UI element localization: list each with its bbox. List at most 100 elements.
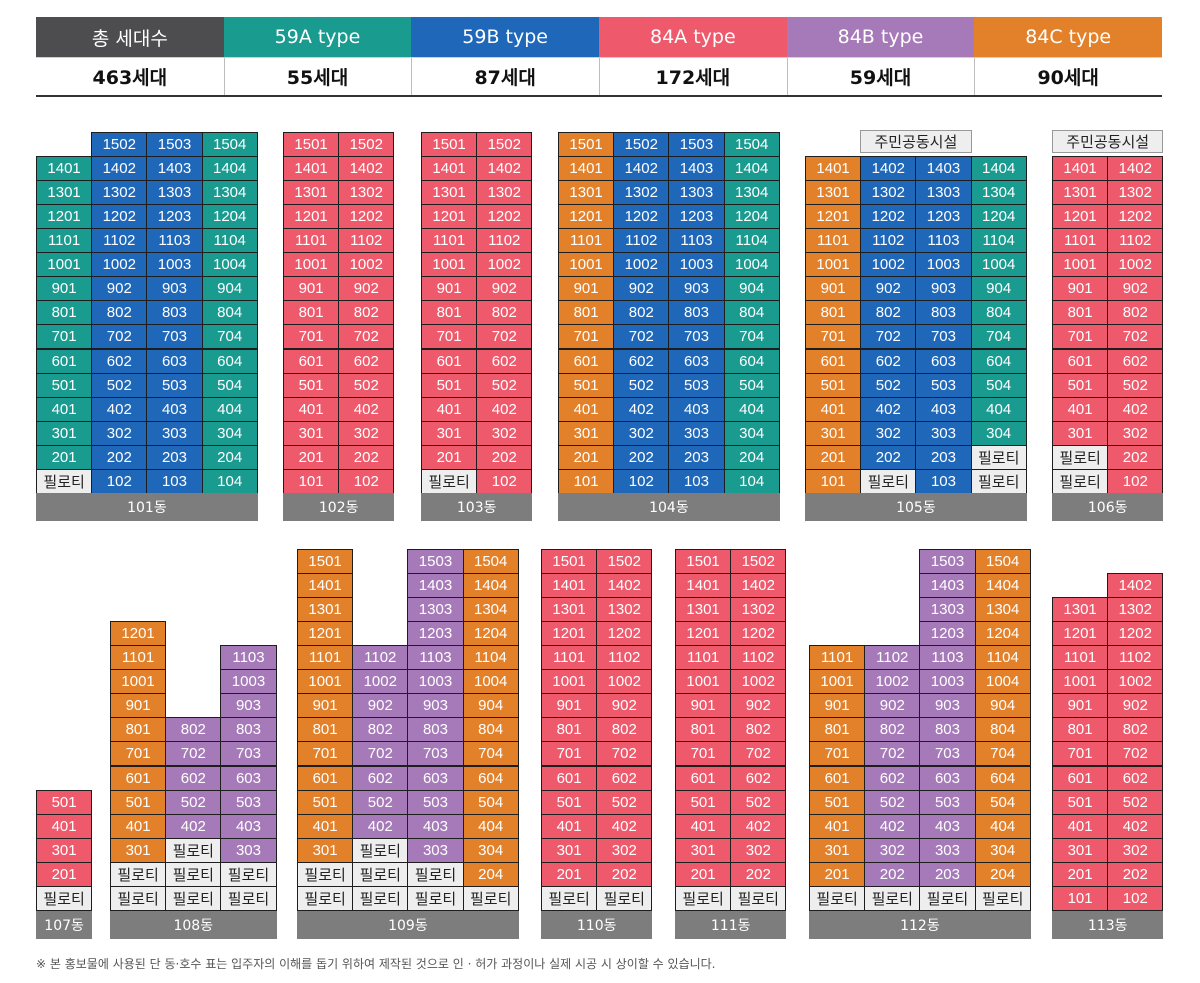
unit-cell: 402	[864, 813, 921, 839]
pilotis-cell: 필로티	[970, 469, 1027, 495]
unit-cell: 401	[36, 813, 93, 839]
unit-cell: 802	[165, 717, 222, 743]
unit-cell: 1002	[91, 252, 148, 278]
unit-cell: 502	[352, 789, 409, 815]
unit-cell: 602	[596, 765, 653, 791]
unit-cell: 402	[613, 396, 670, 422]
building-label: 103동	[421, 493, 533, 521]
unit-cell: 1203	[146, 203, 203, 229]
unit-cell: 303	[668, 420, 725, 446]
unit-cell: 701	[297, 741, 354, 767]
unit-cell: 301	[283, 420, 340, 446]
unit-cell: 1501	[558, 131, 615, 157]
unit-cell: 1201	[805, 203, 862, 229]
unit-cell: 704	[462, 741, 519, 767]
unit-cell: 802	[352, 717, 409, 743]
unit-cell: 801	[283, 300, 340, 326]
unit-cell: 103	[146, 469, 203, 495]
unit-cell: 903	[915, 276, 972, 302]
unit-cell: 202	[864, 861, 921, 887]
unit-cell: 102	[91, 469, 148, 495]
unit-cell: 1403	[407, 572, 464, 598]
unit-cell: 1101	[421, 228, 478, 254]
unit-cell: 901	[110, 693, 167, 719]
unit-cell: 801	[805, 300, 862, 326]
unit-cell: 702	[864, 741, 921, 767]
unit-cell: 1004	[462, 669, 519, 695]
unit-cell: 1201	[558, 203, 615, 229]
pilotis-cell: 필로티	[1052, 444, 1109, 470]
unit-cell: 703	[919, 741, 976, 767]
unit-cell: 704	[974, 741, 1031, 767]
pilotis-cell: 필로티	[352, 861, 409, 887]
unit-cell: 502	[476, 372, 533, 398]
unit-cell: 1204	[974, 620, 1031, 646]
unit-cell: 1202	[476, 203, 533, 229]
unit-cell: 201	[283, 444, 340, 470]
unit-cell: 1102	[476, 228, 533, 254]
unit-cell: 1402	[476, 155, 533, 181]
unit-cell: 1402	[730, 572, 787, 598]
unit-cell: 1102	[596, 645, 653, 671]
unit-cell: 802	[1107, 717, 1164, 743]
unit-cell: 1204	[201, 203, 258, 229]
building-label: 101동	[36, 493, 258, 521]
unit-cell: 604	[462, 765, 519, 791]
unit-cell: 1503	[668, 131, 725, 157]
unit-cell: 601	[421, 348, 478, 374]
unit-cell: 704	[970, 324, 1027, 350]
unit-cell: 801	[809, 717, 866, 743]
unit-cell: 202	[860, 444, 917, 470]
unit-cell: 1301	[36, 179, 93, 205]
unit-cell: 803	[668, 300, 725, 326]
unit-cell: 802	[91, 300, 148, 326]
unit-cell: 1101	[297, 645, 354, 671]
unit-cell: 1102	[338, 228, 395, 254]
unit-cell: 1103	[668, 228, 725, 254]
unit-cell: 1503	[407, 548, 464, 574]
unit-cell: 603	[668, 348, 725, 374]
unit-cell: 1203	[668, 203, 725, 229]
unit-cell: 601	[1052, 348, 1109, 374]
unit-cell: 1001	[805, 252, 862, 278]
unit-cell: 904	[462, 693, 519, 719]
unit-cell: 901	[541, 693, 598, 719]
unit-cell: 1302	[476, 179, 533, 205]
unit-cell: 701	[558, 324, 615, 350]
building-label: 111동	[675, 911, 787, 939]
unit-cell: 101	[1052, 886, 1109, 912]
pilotis-cell: 필로티	[1052, 469, 1109, 495]
building-label: 106동	[1052, 493, 1164, 521]
unit-cell: 901	[809, 693, 866, 719]
unit-cell: 1101	[541, 645, 598, 671]
unit-cell: 401	[1052, 396, 1109, 422]
unit-cell: 703	[668, 324, 725, 350]
legend-bottom-rule	[36, 95, 1162, 97]
unit-cell: 1302	[613, 179, 670, 205]
unit-cell: 301	[36, 837, 93, 863]
unit-cell: 502	[165, 789, 222, 815]
unit-cell: 701	[110, 741, 167, 767]
unit-cell: 802	[338, 300, 395, 326]
unit-cell: 803	[146, 300, 203, 326]
unit-cell: 1102	[91, 228, 148, 254]
unit-cell: 401	[421, 396, 478, 422]
unit-cell: 1404	[723, 155, 780, 181]
unit-cell: 303	[407, 837, 464, 863]
unit-cell: 302	[596, 837, 653, 863]
unit-cell: 1103	[919, 645, 976, 671]
unit-cell: 1302	[1107, 596, 1164, 622]
unit-cell: 401	[110, 813, 167, 839]
unit-cell: 1002	[864, 669, 921, 695]
unit-cell: 902	[613, 276, 670, 302]
unit-cell: 501	[809, 789, 866, 815]
unit-cell: 204	[201, 444, 258, 470]
unit-cell: 404	[723, 396, 780, 422]
unit-cell: 1301	[1052, 179, 1109, 205]
unit-cell: 1201	[675, 620, 732, 646]
unit-cell: 902	[1107, 276, 1164, 302]
pilotis-cell: 필로티	[165, 837, 222, 863]
unit-cell: 301	[809, 837, 866, 863]
unit-cell: 1204	[970, 203, 1027, 229]
unit-cell: 1304	[723, 179, 780, 205]
